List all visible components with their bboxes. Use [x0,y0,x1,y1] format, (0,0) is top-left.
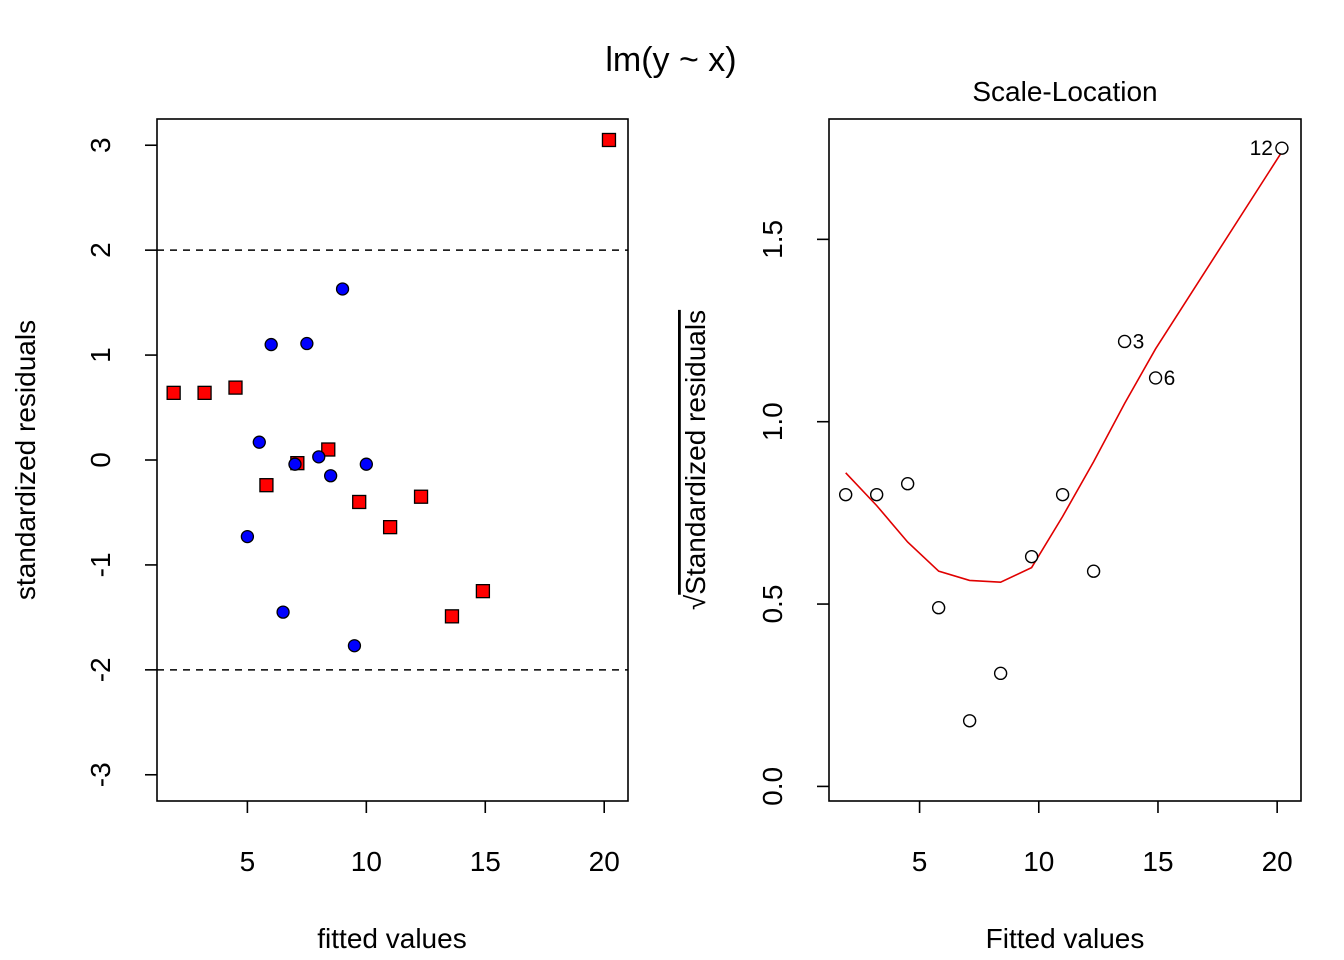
right-x-tick-label: 10 [1023,846,1054,877]
square-point [260,479,273,492]
circle-point [241,531,253,543]
point-label: 3 [1133,330,1145,353]
left-points [167,133,615,651]
right-y-tick-label: 0.5 [757,585,788,624]
circle-point [253,436,265,448]
right-x-tick-label: 5 [912,846,928,877]
hollow-point [1026,551,1038,563]
right-x-tick-label: 20 [1262,846,1293,877]
hollow-point [995,667,1007,679]
hollow-point [840,489,852,501]
left-x-tick-label: 20 [589,846,620,877]
right-y-tick-label: 0.0 [757,767,788,806]
sqrt-symbol: √ [680,594,711,610]
square-point [198,386,211,399]
hollow-point [1150,372,1162,384]
circle-point [313,451,325,463]
hollow-point [933,602,945,614]
hollow-point [1119,335,1131,347]
left-y-tick-label: 0 [85,452,116,468]
left-y-tick-label: 1 [85,347,116,363]
right-plot-frame [829,119,1301,801]
residuals-panel: 5 10 15 20 -3 -2 -1 0 1 2 3 fitted values standar… [10,119,628,954]
left-y-tick-label: 2 [85,242,116,258]
hollow-point [1088,565,1100,577]
left-x-tick-label: 10 [351,846,382,877]
left-y-tick-label: -3 [85,762,116,787]
circle-point [360,458,372,470]
circle-point [265,339,277,351]
circle-point [289,458,301,470]
right-y-axis-label-text: Standardized residuals [680,310,711,595]
right-y-tick-label: 1.0 [757,402,788,441]
circle-point [277,606,289,618]
square-point [384,521,397,534]
circle-point [348,640,360,652]
left-y-axis: -3 -2 -1 0 1 2 3 [85,137,157,787]
square-point [353,495,366,508]
point-label: 6 [1164,367,1176,390]
reference-lines [157,250,628,670]
left-y-tick-label: -2 [85,657,116,682]
circle-point [325,470,337,482]
left-plot-frame [157,119,628,801]
scale-location-panel: Scale-Location 5 10 15 20 0.0 0.5 1.0 1.5 12 36… [680,76,1301,954]
hollow-point [1276,142,1288,154]
hollow-point [871,489,883,501]
left-x-axis-label: fitted values [317,923,466,954]
right-x-tick-label: 15 [1142,846,1173,877]
smoother-line [846,152,1282,582]
right-y-tick-label: 1.5 [757,220,788,259]
square-point [602,133,615,146]
main-title: lm(y ~ x) [605,41,736,79]
left-y-axis-label: standardized residuals [10,320,41,600]
right-y-axis-label: √Standardized residuals [680,310,711,610]
left-x-axis: 5 10 15 20 [240,801,620,877]
square-point [167,386,180,399]
circle-point [301,338,313,350]
circle-point [337,283,349,295]
right-points [840,142,1288,727]
point-label: 12 [1250,137,1273,160]
left-x-tick-label: 15 [470,846,501,877]
square-point [415,490,428,503]
hollow-point [964,715,976,727]
square-point [229,381,242,394]
square-point [445,610,458,623]
right-y-axis: 0.0 0.5 1.0 1.5 [757,220,829,806]
left-x-tick-label: 5 [240,846,256,877]
right-x-axis: 5 10 15 20 [912,801,1293,877]
left-y-tick-label: -1 [85,552,116,577]
panel-title: Scale-Location [972,76,1157,107]
right-x-axis-label: Fitted values [986,923,1145,954]
hollow-point [902,478,914,490]
left-y-tick-label: 3 [85,137,116,153]
square-point [476,585,489,598]
hollow-point [1057,489,1069,501]
